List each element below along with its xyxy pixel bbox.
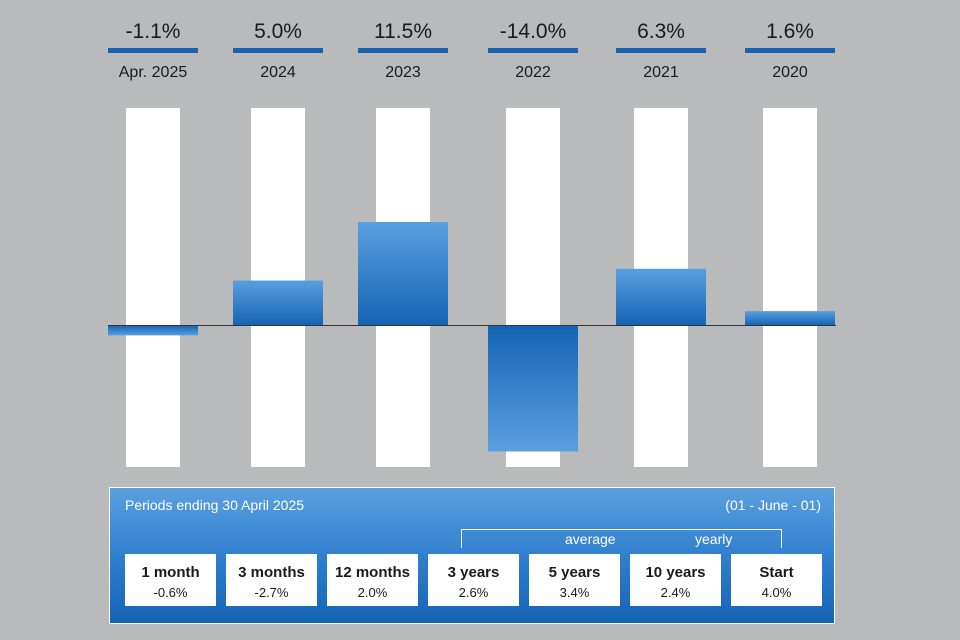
value-label: 1.6% [766, 20, 814, 43]
bar-apr-2025 [108, 325, 198, 336]
column-background [126, 108, 180, 467]
category-label: 2024 [260, 64, 296, 81]
period-label: 10 years [645, 564, 706, 581]
average-label: average [565, 531, 616, 547]
category-label: 2020 [772, 64, 808, 81]
bar-2024 [233, 280, 323, 326]
yearly-returns-chart: -1.1% Apr. 2025 5.0% 2024 11.5% 2023 -14.0% 202… [108, 20, 836, 467]
category-label: Apr. 2025 [119, 64, 188, 81]
value-underline [358, 48, 448, 53]
period-value: 3.4% [559, 585, 590, 600]
average-yearly-bracket [461, 529, 782, 548]
column-background [763, 108, 817, 467]
category-label: 2022 [515, 64, 551, 81]
period-value: 2.6% [458, 585, 489, 600]
period-value: 2.4% [660, 585, 691, 600]
period-label: 3 months [238, 564, 305, 581]
value-underline [616, 48, 706, 53]
bar-2023 [358, 222, 448, 326]
value-label: 11.5% [374, 20, 432, 43]
value-underline [233, 48, 323, 53]
period-value: 2.0% [357, 585, 388, 600]
since-inception-note: (01 - June - 01) [725, 497, 821, 513]
period-value: -2.7% [254, 585, 289, 600]
period-box: 10 years 2.4% [630, 554, 721, 606]
value-label: -1.1% [126, 20, 181, 43]
period-value: 4.0% [761, 585, 792, 600]
yearly-label: yearly [695, 531, 733, 547]
value-label: 6.3% [637, 20, 685, 43]
period-value: -0.6% [153, 585, 188, 600]
period-box: 3 months -2.7% [226, 554, 317, 606]
period-label: 5 years [548, 564, 601, 581]
bar-2022 [488, 325, 578, 452]
period-box: Start 4.0% [731, 554, 822, 606]
period-label: 1 month [141, 564, 200, 581]
period-box: 12 months 2.0% [327, 554, 418, 606]
period-box: 5 years 3.4% [529, 554, 620, 606]
value-underline [745, 48, 835, 53]
bar-2021 [616, 268, 706, 326]
period-box: 3 years 2.6% [428, 554, 519, 606]
period-label: Start [759, 564, 794, 581]
value-underline [488, 48, 578, 53]
category-label: 2021 [643, 64, 679, 81]
periods-panel: Periods ending 30 April 2025 (01 - June … [109, 487, 835, 624]
periods-title: Periods ending 30 April 2025 [125, 497, 305, 513]
period-label: 12 months [334, 564, 410, 581]
value-label: -14.0% [500, 20, 567, 43]
period-label: 3 years [447, 564, 500, 581]
period-box: 1 month -0.6% [125, 554, 216, 606]
bar-2020 [745, 311, 835, 326]
category-label: 2023 [385, 64, 421, 81]
value-label: 5.0% [254, 20, 302, 43]
value-underline [108, 48, 198, 53]
